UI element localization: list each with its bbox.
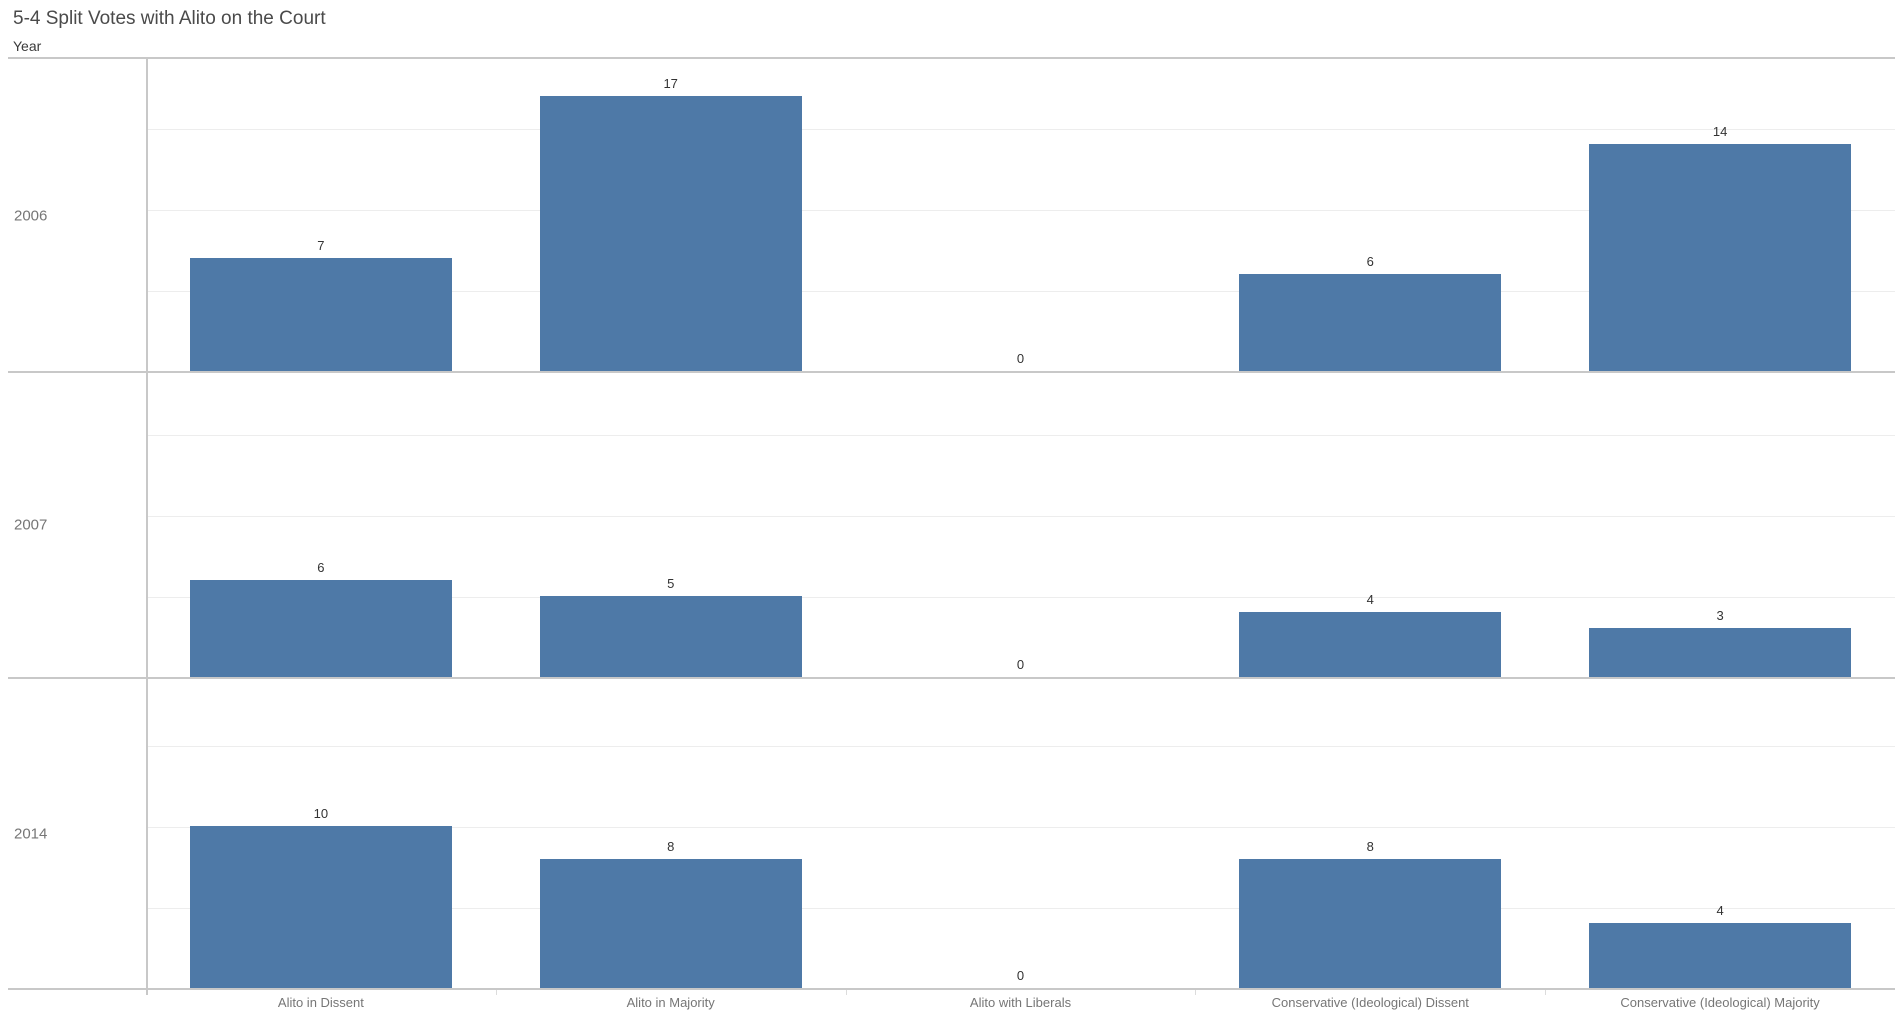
value-gridline-10 — [147, 210, 1895, 212]
category-boundary-tick-4 — [1545, 990, 1547, 995]
bar-2014-col1[interactable] — [189, 826, 452, 988]
category-label-col5[interactable]: Conservative (Ideological) Majority — [1620, 995, 1820, 1010]
bar-value-label-2007-col5: 3 — [1716, 608, 1724, 624]
bar-value-label-2014-col5: 4 — [1716, 903, 1724, 919]
category-boundary-tick-1 — [495, 990, 497, 995]
value-gridline-15 — [147, 746, 1895, 748]
bar-2006-col4[interactable] — [1239, 273, 1502, 371]
bar-2014-col5[interactable] — [1589, 923, 1852, 988]
bar-2014-col4[interactable] — [1239, 858, 1502, 988]
bar-2014-col2[interactable] — [539, 858, 802, 988]
value-gridline-10 — [147, 516, 1895, 518]
bar-2006-col2[interactable] — [539, 95, 802, 371]
year-row-header-2006[interactable]: 2006 — [14, 207, 48, 224]
year-row-header-2007[interactable]: 2007 — [14, 516, 48, 534]
bar-2007-col5[interactable] — [1589, 628, 1852, 677]
bottom-axis-line — [8, 988, 1895, 990]
bar-value-label-2006-col4: 6 — [1366, 253, 1374, 269]
category-label-col3[interactable]: Alito with Liberals — [969, 995, 1072, 1010]
bar-value-label-2014-col3: 0 — [1016, 968, 1025, 983]
header-divider-line — [8, 57, 1895, 59]
row-separator-line — [8, 371, 1895, 373]
bar-2006-col5[interactable] — [1589, 144, 1852, 371]
bar-value-label-2007-col3: 0 — [1016, 657, 1025, 672]
bar-value-label-2006-col1: 7 — [317, 237, 325, 253]
bar-value-label-2014-col2: 8 — [667, 838, 675, 854]
bar-value-label-2006-col5: 14 — [1712, 124, 1728, 140]
value-gridline-5 — [147, 597, 1895, 599]
bar-value-label-2014-col4: 8 — [1366, 838, 1374, 854]
bar-2007-col1[interactable] — [189, 579, 452, 677]
category-boundary-tick-2 — [845, 990, 847, 995]
bar-value-label-2007-col2: 5 — [667, 576, 675, 592]
bar-value-label-2006-col2: 17 — [663, 75, 678, 91]
year-row-header-2014[interactable]: 2014 — [14, 825, 48, 842]
bar-value-label-2007-col1: 6 — [317, 559, 325, 575]
bar-2007-col4[interactable] — [1239, 612, 1502, 677]
value-gridline-15 — [147, 435, 1895, 437]
left-axis-line — [146, 59, 148, 995]
category-label-col1[interactable]: Alito in Dissent — [277, 995, 364, 1010]
bar-2007-col2[interactable] — [539, 596, 802, 677]
chart-title: 5-4 Split Votes with Alito on the Court — [13, 8, 326, 29]
bar-value-label-2006-col3: 0 — [1016, 351, 1025, 366]
value-gridline-15 — [147, 129, 1895, 131]
bar-2006-col1[interactable] — [189, 257, 452, 371]
value-gridline-10 — [147, 827, 1895, 829]
category-label-col4[interactable]: Conservative (Ideological) Dissent — [1271, 995, 1469, 1010]
bar-value-label-2014-col1: 10 — [313, 806, 329, 822]
value-gridline-5 — [147, 908, 1895, 910]
bar-value-label-2007-col4: 4 — [1366, 592, 1374, 608]
row-axis-header[interactable]: Year — [13, 38, 42, 54]
value-gridline-5 — [147, 291, 1895, 293]
category-label-col2[interactable]: Alito in Majority — [626, 995, 715, 1010]
row-separator-line — [8, 677, 1895, 679]
category-boundary-tick-3 — [1195, 990, 1197, 995]
